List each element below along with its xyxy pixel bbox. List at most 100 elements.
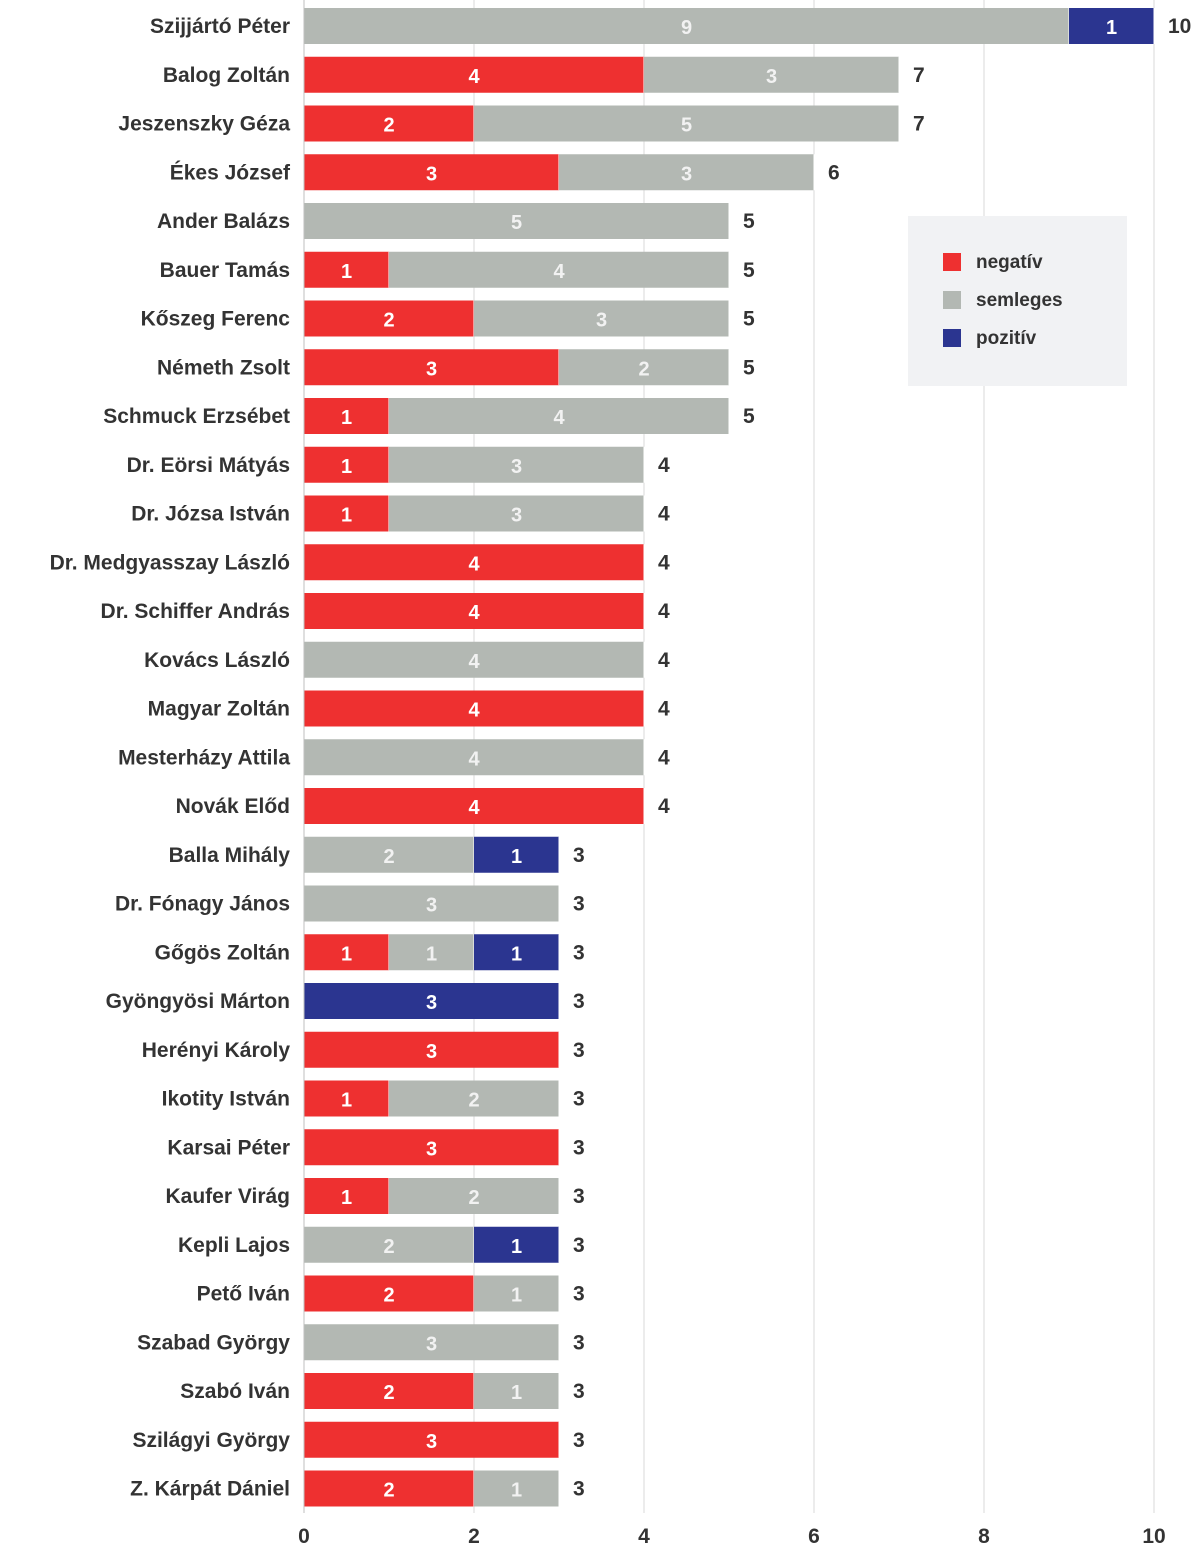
bar-segment-semleges [474, 105, 899, 142]
total-label: 10 [1168, 15, 1191, 38]
bar-segment-semleges [304, 885, 559, 922]
total-label: 3 [573, 1136, 585, 1159]
bar-segment-semleges [389, 398, 729, 434]
bar-segment-semleges [559, 154, 814, 191]
total-label: 5 [743, 405, 755, 428]
total-label: 5 [743, 210, 755, 233]
bar-segment-semleges [304, 836, 474, 873]
segment-value-label: 4 [468, 797, 480, 819]
bar-segment-semleges [559, 349, 729, 386]
segment-value-label: 2 [383, 310, 394, 332]
bar-segment-semleges [389, 1178, 559, 1214]
category-label: Németh Zsolt [157, 356, 290, 379]
x-tick-label: 0 [298, 1525, 310, 1548]
segment-value-label: 3 [596, 310, 607, 332]
category-label: Szilágyi György [132, 1429, 290, 1452]
legend-swatch-negatív [943, 253, 961, 271]
segment-value-label: 2 [468, 1187, 479, 1209]
total-label: 4 [658, 503, 670, 526]
bar-segment-pozitív [474, 934, 559, 971]
bar-segment-pozitív [474, 836, 559, 873]
bar-segment-negatív [304, 446, 389, 483]
bar-segment-semleges [389, 934, 474, 971]
legend-label: negatív [976, 252, 1043, 273]
category-label: Magyar Zoltán [148, 698, 290, 721]
category-label: Karsai Péter [167, 1136, 290, 1159]
total-label: 4 [658, 454, 670, 477]
total-label: 5 [743, 308, 755, 331]
category-label: Ékes József [170, 161, 291, 184]
total-label: 4 [658, 600, 670, 623]
bar-segment-pozitív [304, 983, 559, 1019]
total-label: 3 [573, 1088, 585, 1111]
bar-segment-semleges [474, 300, 729, 337]
segment-value-label: 3 [426, 895, 437, 917]
category-label: Dr. Fónagy János [115, 893, 290, 916]
bar-segment-semleges [304, 739, 644, 776]
segment-value-label: 3 [426, 1333, 437, 1355]
segment-value-label: 5 [511, 212, 522, 234]
category-label: Szabó Iván [180, 1380, 290, 1403]
bar-segment-semleges [389, 446, 644, 483]
category-label: Z. Kárpát Dániel [130, 1478, 290, 1501]
x-tick-label: 8 [978, 1525, 990, 1548]
total-label: 7 [913, 64, 925, 87]
segment-value-label: 1 [341, 943, 352, 965]
segment-value-label: 4 [468, 651, 480, 673]
segment-value-label: 4 [468, 553, 480, 575]
bar-segment-semleges [304, 8, 1069, 44]
bar-segment-negatív [304, 1275, 474, 1312]
segment-value-label: 1 [341, 261, 352, 283]
segment-value-label: 1 [511, 846, 522, 868]
bar-segment-negatív [304, 1080, 389, 1117]
category-label: Kepli Lajos [178, 1234, 290, 1257]
category-label: Balla Mihály [169, 844, 291, 867]
segment-value-label: 2 [638, 358, 649, 380]
category-label: Kaufer Virág [166, 1185, 291, 1208]
bar-segment-semleges [389, 1080, 559, 1117]
bar-segment-semleges [304, 203, 729, 239]
total-label: 3 [573, 893, 585, 916]
total-label: 3 [573, 1185, 585, 1208]
total-label: 3 [573, 941, 585, 964]
segment-value-label: 3 [426, 1138, 437, 1160]
total-label: 3 [573, 1331, 585, 1354]
segment-value-label: 4 [468, 700, 480, 722]
total-label: 3 [573, 1380, 585, 1403]
segment-value-label: 1 [511, 1382, 522, 1404]
bar-segment-negatív [304, 300, 474, 337]
category-label: Dr. Józsa István [131, 503, 290, 526]
segment-value-label: 3 [511, 505, 522, 527]
bar-segment-semleges [644, 56, 899, 93]
category-label: Ander Balázs [157, 210, 290, 233]
segment-value-label: 3 [511, 456, 522, 478]
category-label: Gyöngyösi Márton [106, 990, 290, 1013]
segment-value-label: 3 [426, 163, 437, 185]
bar-segment-negatív [304, 1470, 474, 1507]
category-label: Schmuck Erzsébet [103, 405, 290, 428]
total-label: 3 [573, 990, 585, 1013]
bar-segment-pozitív [1069, 8, 1154, 44]
bar-segment-negatív [304, 105, 474, 142]
total-label: 3 [573, 1478, 585, 1501]
category-label: Kőszeg Ferenc [141, 308, 291, 331]
bar-segment-semleges [304, 641, 644, 678]
total-label: 4 [658, 746, 670, 769]
segment-value-label: 2 [383, 1285, 394, 1307]
segment-value-label: 4 [553, 407, 565, 429]
bar-segment-semleges [304, 1226, 474, 1263]
category-label: Novák Előd [176, 795, 290, 818]
bar-segment-semleges [474, 1373, 559, 1409]
bar-segment-negatív [304, 788, 644, 824]
x-tick-label: 4 [638, 1525, 650, 1548]
bar-segment-negatív [304, 1129, 559, 1166]
bar-segment-pozitív [474, 1226, 559, 1263]
bar-segment-negatív [304, 1373, 474, 1409]
segment-value-label: 5 [681, 115, 692, 137]
category-label: Kovács László [144, 649, 290, 672]
total-label: 4 [658, 649, 670, 672]
total-label: 4 [658, 698, 670, 721]
total-label: 3 [573, 1429, 585, 1452]
segment-value-label: 1 [511, 1480, 522, 1502]
